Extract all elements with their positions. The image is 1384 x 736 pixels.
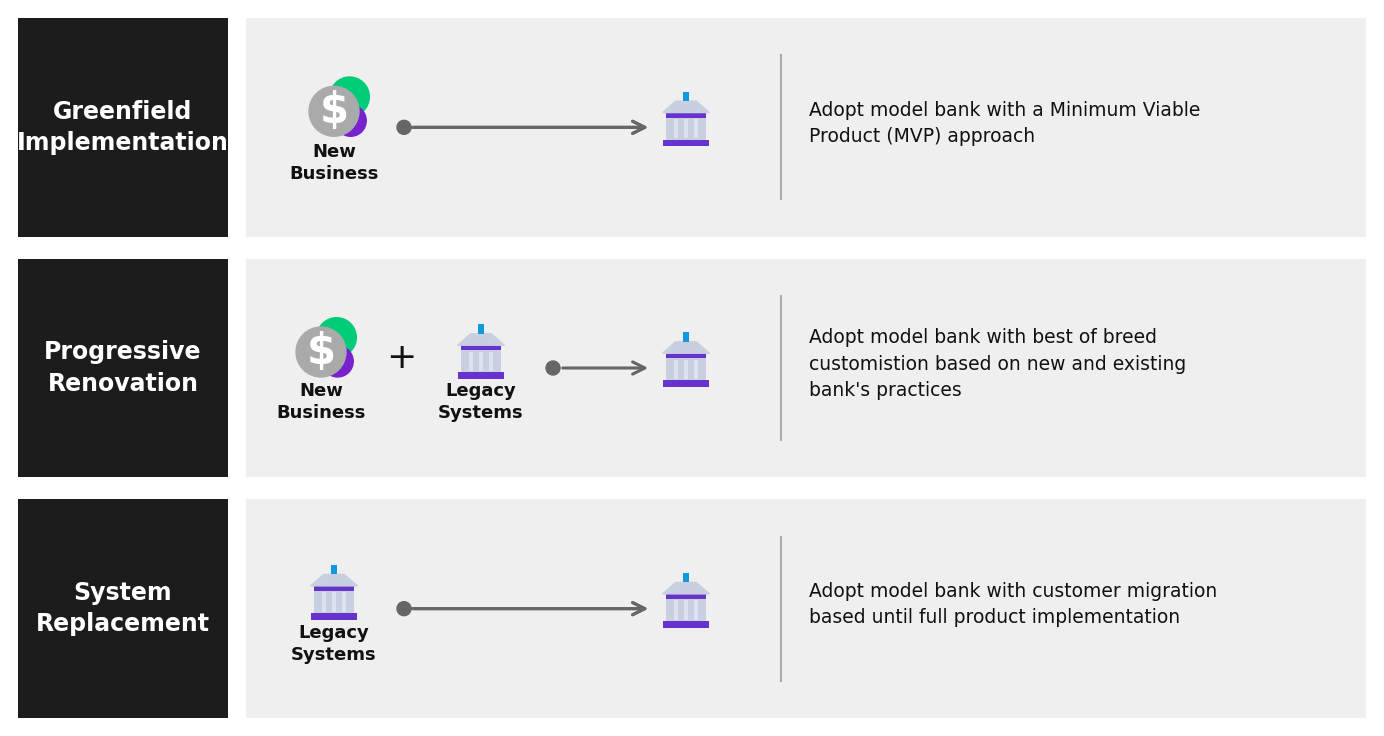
Circle shape bbox=[547, 361, 561, 375]
FancyBboxPatch shape bbox=[674, 119, 678, 138]
Text: $: $ bbox=[320, 91, 349, 132]
Text: System
Replacement: System Replacement bbox=[36, 581, 210, 637]
FancyBboxPatch shape bbox=[18, 18, 228, 237]
FancyBboxPatch shape bbox=[663, 381, 710, 387]
Polygon shape bbox=[663, 101, 710, 113]
Text: $: $ bbox=[306, 331, 335, 373]
Circle shape bbox=[322, 346, 353, 377]
Text: Legacy
Systems: Legacy Systems bbox=[439, 382, 523, 422]
Circle shape bbox=[317, 318, 356, 357]
Text: New
Business: New Business bbox=[289, 143, 379, 183]
FancyBboxPatch shape bbox=[693, 360, 699, 379]
FancyBboxPatch shape bbox=[310, 613, 357, 620]
Polygon shape bbox=[663, 582, 710, 594]
Text: Legacy
Systems: Legacy Systems bbox=[291, 624, 376, 664]
FancyBboxPatch shape bbox=[684, 360, 688, 379]
Polygon shape bbox=[310, 575, 357, 586]
FancyBboxPatch shape bbox=[674, 601, 678, 620]
Text: Adopt model bank with best of breed
customistion based on new and existing
bank': Adopt model bank with best of breed cust… bbox=[810, 328, 1186, 400]
FancyBboxPatch shape bbox=[693, 119, 699, 138]
FancyBboxPatch shape bbox=[314, 591, 354, 613]
FancyBboxPatch shape bbox=[342, 592, 346, 612]
FancyBboxPatch shape bbox=[663, 140, 710, 146]
FancyBboxPatch shape bbox=[684, 119, 688, 138]
FancyBboxPatch shape bbox=[666, 594, 706, 599]
Text: Adopt model bank with a Minimum Viable
Product (MVP) approach: Adopt model bank with a Minimum Viable P… bbox=[810, 101, 1200, 146]
Text: Progressive
Renovation: Progressive Renovation bbox=[44, 340, 202, 396]
FancyBboxPatch shape bbox=[666, 118, 706, 140]
FancyBboxPatch shape bbox=[18, 499, 228, 718]
FancyBboxPatch shape bbox=[246, 258, 1366, 478]
FancyBboxPatch shape bbox=[246, 18, 1366, 237]
FancyBboxPatch shape bbox=[684, 333, 689, 342]
FancyBboxPatch shape bbox=[314, 586, 354, 591]
Text: +: + bbox=[386, 341, 417, 375]
Circle shape bbox=[397, 120, 411, 135]
FancyBboxPatch shape bbox=[666, 353, 706, 358]
FancyBboxPatch shape bbox=[461, 350, 501, 372]
Circle shape bbox=[329, 77, 370, 116]
Text: New
Business: New Business bbox=[277, 382, 365, 422]
Circle shape bbox=[309, 86, 358, 136]
FancyBboxPatch shape bbox=[458, 372, 504, 379]
FancyBboxPatch shape bbox=[674, 360, 678, 379]
FancyBboxPatch shape bbox=[684, 573, 689, 582]
FancyBboxPatch shape bbox=[663, 621, 710, 628]
FancyBboxPatch shape bbox=[666, 113, 706, 118]
Circle shape bbox=[335, 105, 367, 136]
FancyBboxPatch shape bbox=[469, 352, 473, 371]
FancyBboxPatch shape bbox=[684, 601, 688, 620]
Polygon shape bbox=[458, 334, 504, 345]
FancyBboxPatch shape bbox=[666, 358, 706, 381]
FancyBboxPatch shape bbox=[246, 499, 1366, 718]
Polygon shape bbox=[663, 342, 710, 353]
FancyBboxPatch shape bbox=[332, 592, 336, 612]
FancyBboxPatch shape bbox=[693, 601, 699, 620]
FancyBboxPatch shape bbox=[321, 592, 327, 612]
Text: Greenfield
Implementation: Greenfield Implementation bbox=[17, 99, 228, 155]
FancyBboxPatch shape bbox=[666, 599, 706, 621]
Circle shape bbox=[296, 327, 346, 377]
FancyBboxPatch shape bbox=[18, 258, 228, 478]
FancyBboxPatch shape bbox=[479, 352, 483, 371]
Circle shape bbox=[397, 601, 411, 616]
FancyBboxPatch shape bbox=[461, 345, 501, 350]
FancyBboxPatch shape bbox=[479, 325, 483, 334]
FancyBboxPatch shape bbox=[684, 92, 689, 101]
Text: Adopt model bank with customer migration
based until full product implementation: Adopt model bank with customer migration… bbox=[810, 582, 1218, 627]
FancyBboxPatch shape bbox=[331, 565, 336, 575]
FancyBboxPatch shape bbox=[489, 352, 494, 371]
